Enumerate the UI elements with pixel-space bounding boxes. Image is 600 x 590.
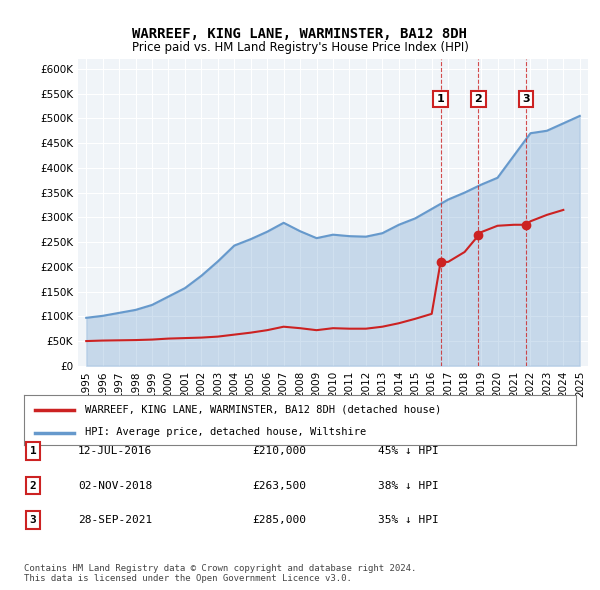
Text: HPI: Average price, detached house, Wiltshire: HPI: Average price, detached house, Wilt… [85,427,366,437]
Text: 3: 3 [29,515,37,525]
Text: Contains HM Land Registry data © Crown copyright and database right 2024.
This d: Contains HM Land Registry data © Crown c… [24,563,416,583]
Text: 35% ↓ HPI: 35% ↓ HPI [378,515,439,525]
Text: 2: 2 [29,481,37,490]
Text: £210,000: £210,000 [252,447,306,456]
Text: 2: 2 [475,94,482,104]
Text: 3: 3 [523,94,530,104]
Text: 45% ↓ HPI: 45% ↓ HPI [378,447,439,456]
Text: 12-JUL-2016: 12-JUL-2016 [78,447,152,456]
Text: WARREEF, KING LANE, WARMINSTER, BA12 8DH (detached house): WARREEF, KING LANE, WARMINSTER, BA12 8DH… [85,404,441,414]
Text: WARREEF, KING LANE, WARMINSTER, BA12 8DH: WARREEF, KING LANE, WARMINSTER, BA12 8DH [133,27,467,41]
Text: Price paid vs. HM Land Registry's House Price Index (HPI): Price paid vs. HM Land Registry's House … [131,41,469,54]
Text: 28-SEP-2021: 28-SEP-2021 [78,515,152,525]
Text: £263,500: £263,500 [252,481,306,490]
Text: £285,000: £285,000 [252,515,306,525]
Text: 38% ↓ HPI: 38% ↓ HPI [378,481,439,490]
Text: 1: 1 [29,447,37,456]
Text: 1: 1 [437,94,445,104]
Text: 02-NOV-2018: 02-NOV-2018 [78,481,152,490]
